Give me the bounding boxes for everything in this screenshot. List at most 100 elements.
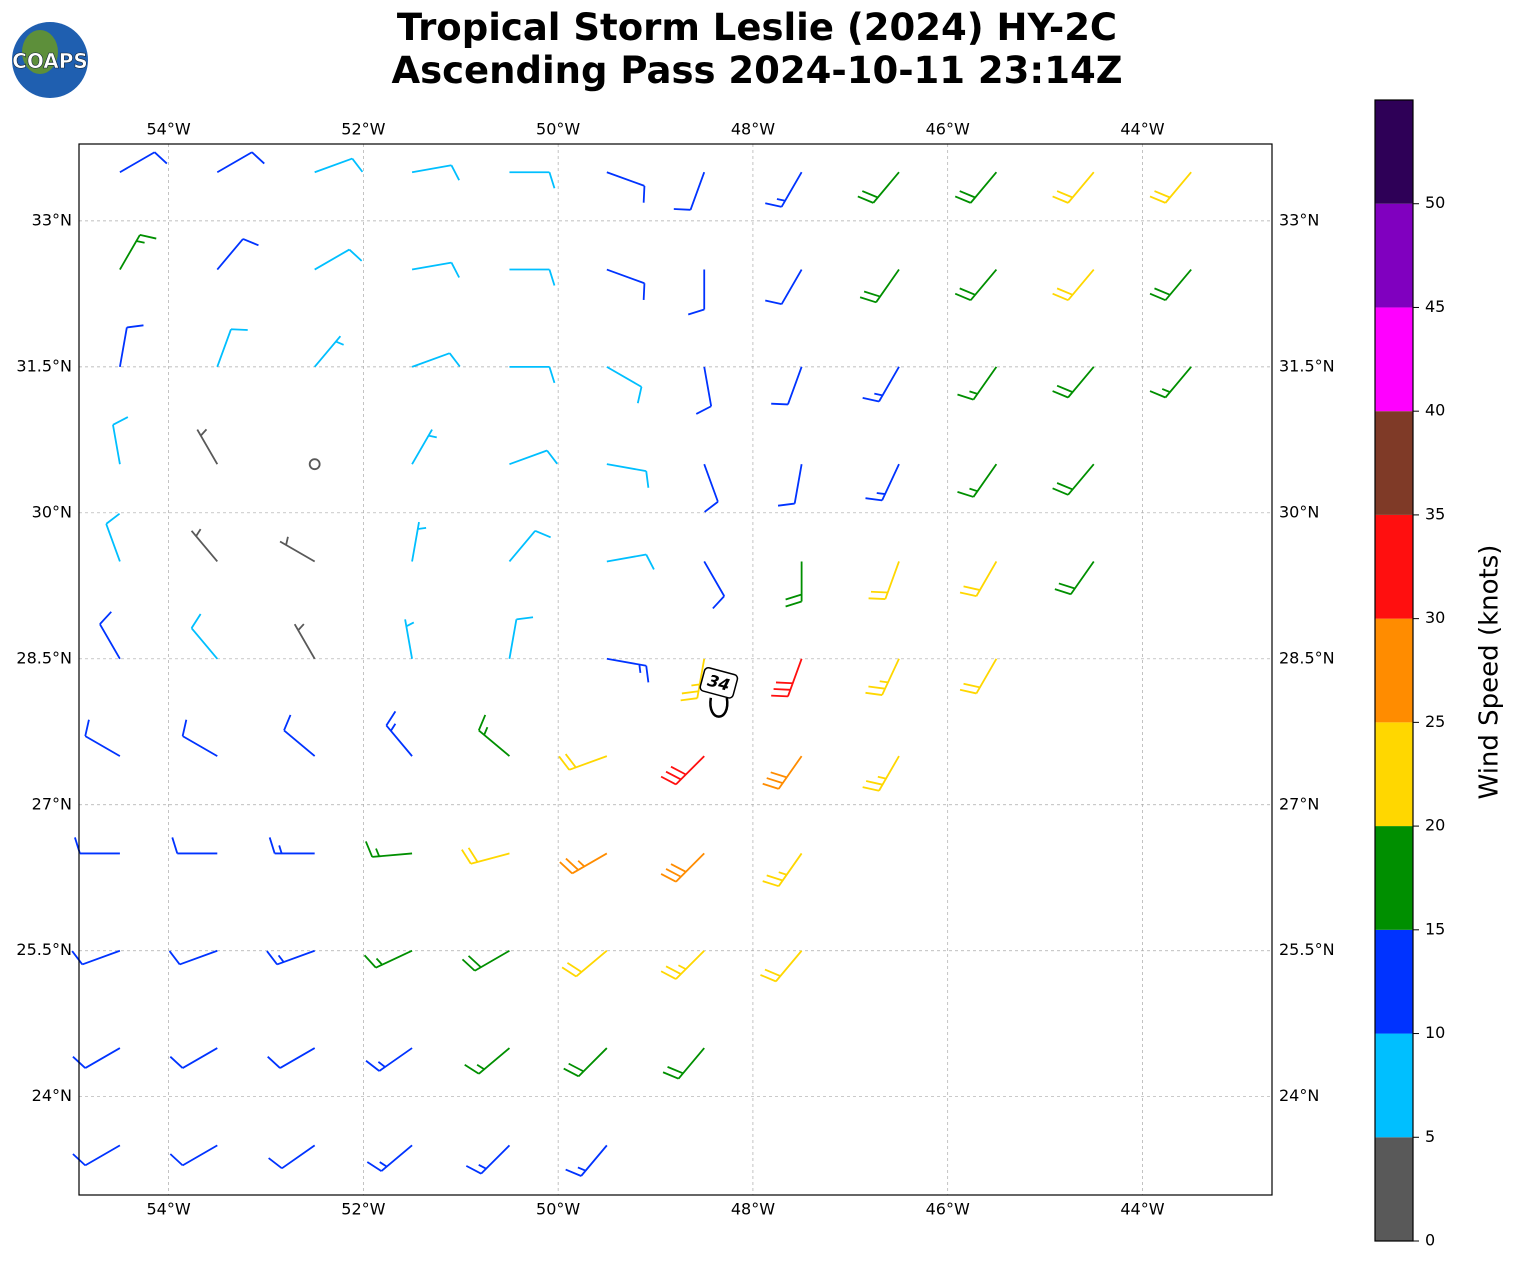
wind-barb: [464, 1047, 511, 1075]
wind-barb: [565, 1144, 608, 1177]
wind-barb: [771, 658, 803, 698]
x-tick-label: 54°W: [147, 1200, 191, 1219]
wind-barb: [695, 366, 713, 415]
colorbar-tick-label: 0: [1425, 1231, 1435, 1250]
wind-barb: [957, 463, 998, 498]
y-tick-label: 24°N: [32, 1086, 72, 1105]
wind-barb: [266, 949, 315, 966]
wind-barb: [411, 429, 437, 465]
wind-barb: [196, 428, 219, 465]
wind-barb: [465, 1144, 511, 1175]
x-tick-label: 50°W: [536, 120, 580, 139]
wind-barb: [1052, 268, 1095, 302]
wind-barb: [267, 1047, 316, 1069]
wind-barb: [411, 521, 427, 562]
wind-barb: [509, 268, 556, 286]
colorbar-segment: [1375, 1137, 1413, 1241]
colorbar-tick-label: 35: [1425, 504, 1445, 523]
y-tick-label: 30°N: [32, 502, 72, 521]
wind-barb: [1052, 171, 1095, 204]
wind-barb: [508, 530, 551, 563]
wind-barb: [119, 324, 144, 368]
wind-barb: [105, 513, 121, 562]
colorbar-tick-label: 40: [1425, 401, 1445, 420]
wind-barb: [673, 171, 706, 211]
wind-barb: [171, 837, 218, 855]
wind-barb: [404, 619, 415, 659]
contour-line: [709, 697, 729, 718]
wind-barb: [477, 714, 511, 757]
wind-barb: [765, 171, 803, 208]
wind-barb: [74, 837, 120, 855]
x-tick-label: 46°W: [926, 1200, 970, 1219]
wind-barb: [771, 366, 803, 406]
wind-barb: [169, 1144, 218, 1167]
wind-barb: [660, 852, 705, 883]
wind-barb: [606, 366, 643, 404]
y-tick-label: 33°N: [1279, 210, 1319, 229]
wind-barb: [857, 171, 900, 204]
wind-barb: [71, 949, 121, 966]
wind-barb: [606, 553, 655, 570]
contour-label-box: [699, 667, 739, 699]
colorbar-tick-label: 25: [1425, 712, 1445, 731]
wind-barb: [509, 365, 556, 384]
wind-barb: [558, 753, 608, 771]
wind-barb: [365, 1047, 413, 1072]
wind-barb: [1149, 268, 1192, 302]
colorbar-segment: [1375, 514, 1413, 619]
wind-barb: [680, 658, 706, 702]
logo: COAPS: [12, 22, 88, 98]
wind-barb: [216, 328, 248, 368]
wind-barb: [112, 416, 129, 465]
wind-barb: [411, 261, 460, 278]
wind-barb: [508, 616, 534, 659]
wind-barb: [365, 841, 413, 858]
wind-barb: [119, 234, 157, 270]
wind-barb: [1052, 366, 1095, 399]
wind-barb: [293, 623, 316, 660]
wind-barb: [509, 171, 556, 189]
plot-frame: [78, 143, 1273, 1196]
wind-barb: [461, 949, 510, 972]
wind-barb: [84, 719, 121, 757]
x-tick-label: 52°W: [341, 120, 385, 139]
wind-barb: [703, 463, 719, 513]
wind-barb: [313, 335, 344, 368]
wind-barb: [1054, 560, 1095, 596]
wind-barb: [862, 755, 900, 792]
wind-barb: [366, 1144, 413, 1172]
colorbar-tick-label: 5: [1425, 1127, 1435, 1146]
logo-land: [22, 30, 58, 74]
wind-barb: [314, 157, 364, 174]
wind-barb: [606, 171, 646, 203]
wind-barb: [954, 171, 998, 204]
x-tick-label: 46°W: [926, 120, 970, 139]
wind-barb: [765, 269, 803, 306]
wind-barb: [385, 710, 413, 757]
wind-barb: [859, 269, 900, 304]
wind-barb: [777, 464, 803, 507]
wind-barb: [411, 164, 460, 181]
wind-barb: [216, 238, 259, 271]
wind-barb: [279, 536, 316, 563]
wind-barb: [1052, 463, 1095, 496]
wind-barb: [1149, 366, 1192, 399]
x-tick-label: 54°W: [147, 120, 191, 139]
wind-barb: [862, 366, 900, 403]
y-tick-label: 33°N: [32, 210, 72, 229]
colorbar-segment: [1375, 826, 1413, 930]
calm-barb: [308, 458, 321, 471]
wind-barb: [283, 714, 316, 757]
wind-barb: [190, 528, 218, 563]
wind-barb: [959, 658, 998, 695]
colorbar-tick-label: 10: [1425, 1023, 1445, 1042]
wind-barb: [190, 613, 218, 660]
colorbar-segment: [1375, 722, 1413, 827]
title-line: Ascending Pass 2024-10-11 23:14Z: [391, 49, 1122, 92]
y-tick-label: 28.5°N: [1279, 648, 1335, 667]
wind-barb: [72, 1047, 121, 1069]
wind-barb: [762, 852, 803, 888]
colorbar-segment: [1375, 929, 1413, 1034]
